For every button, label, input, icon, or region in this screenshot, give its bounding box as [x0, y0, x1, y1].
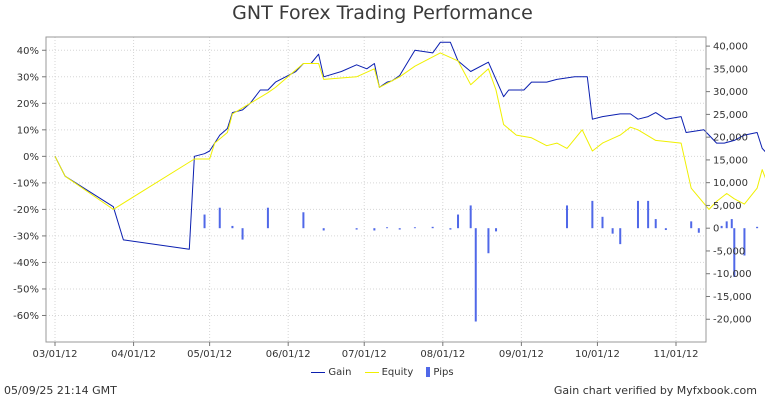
x-tick-label: 04/01/12	[111, 349, 156, 360]
pips-bar	[241, 228, 244, 240]
pips-bar	[487, 228, 490, 254]
pips-bar	[647, 200, 650, 229]
pips-bar	[725, 221, 728, 229]
y-left-tick-label: 30%	[17, 72, 39, 83]
y-left-tick-label: 20%	[17, 99, 39, 110]
y-left-tick-label: -30%	[13, 231, 39, 242]
pips-bar	[266, 207, 269, 229]
pips-bar	[469, 205, 472, 229]
y-right-tick-label: 10,000	[713, 178, 748, 189]
y-left-tick-label: -20%	[13, 205, 39, 216]
y-left-tick-label: 10%	[17, 125, 39, 136]
gain-line-icon	[311, 371, 326, 373]
pips-bar	[730, 219, 733, 229]
pips-bar	[495, 228, 498, 232]
y-left-tick-label: -50%	[13, 284, 39, 295]
y-right-tick-label: 5,000	[713, 201, 742, 212]
pips-bar	[398, 228, 401, 230]
legend-item-pips[interactable]: Pips	[426, 367, 454, 378]
pips-bar	[431, 226, 434, 229]
y-left-tick-label: -60%	[13, 311, 39, 322]
x-tick-label: 05/01/12	[187, 349, 232, 360]
grid-lines	[46, 37, 706, 342]
legend-item-equity[interactable]: Equity	[364, 367, 414, 378]
legend-equity-label: Equity	[381, 367, 414, 378]
pips-bar	[322, 228, 325, 231]
legend-pips-label: Pips	[433, 367, 454, 378]
pips-bar	[413, 227, 416, 229]
y-left-tick-label: 40%	[17, 46, 39, 57]
pips-bar	[218, 207, 221, 229]
pips-bar	[690, 221, 693, 229]
axes: 03/01/12 04/01/12 05/01/12 06/01/12 07/01/12…	[13, 36, 752, 360]
y-right-tick-label: -10,000	[713, 269, 752, 280]
pips-bar	[373, 228, 376, 231]
series-lines	[54, 41, 765, 250]
y-right-tick-label: -5,000	[713, 246, 745, 257]
x-tick-label: 09/01/12	[499, 349, 544, 360]
x-tick-label: 07/01/12	[342, 349, 387, 360]
y-right-tick-label: 0	[713, 224, 719, 235]
pips-bar	[636, 200, 639, 229]
pips-bar	[231, 225, 234, 229]
equity-series-line	[54, 52, 765, 210]
pips-bars	[203, 200, 759, 322]
y-right-tick-label: -15,000	[713, 292, 752, 303]
pips-bar	[611, 228, 614, 234]
x-tick-label: 08/01/12	[420, 349, 465, 360]
pips-bar	[386, 227, 389, 229]
pips-bar	[566, 205, 569, 229]
pips-bar	[457, 214, 460, 229]
pips-bar	[449, 228, 452, 230]
x-tick-label: 03/01/12	[33, 349, 78, 360]
y-right-tick-label: -20,000	[713, 315, 752, 326]
y-right-tick-label: 35,000	[713, 64, 748, 75]
legend-gain-label: Gain	[328, 367, 352, 378]
pips-bar	[591, 200, 594, 229]
x-tick-label: 11/01/12	[654, 349, 699, 360]
y-left-tick-label: -40%	[13, 258, 39, 269]
footer-timestamp: 05/09/25 21:14 GMT	[4, 384, 117, 397]
footer-verified[interactable]: Gain chart verified by Myfxbook.com	[553, 384, 757, 397]
y-right-tick-label: 15,000	[713, 155, 748, 166]
pips-bar-icon	[426, 367, 431, 377]
pips-bar	[203, 214, 206, 229]
pips-bar	[664, 228, 667, 231]
pips-bar	[733, 228, 736, 277]
x-tick-label: 10/01/12	[575, 349, 620, 360]
pips-bar	[601, 216, 604, 229]
y-right-tick-label: 25,000	[713, 110, 748, 121]
pips-bar	[355, 228, 358, 230]
chart-legend: Gain Equity Pips	[0, 367, 765, 379]
pips-bar	[619, 228, 622, 245]
plot-frame	[45, 36, 707, 343]
pips-bar	[654, 219, 657, 229]
y-right-tick-label: 20,000	[713, 133, 748, 144]
pips-bar	[743, 228, 746, 256]
gain-series-line	[54, 41, 765, 250]
pips-bar	[474, 228, 477, 322]
y-left-tick-label: -10%	[13, 178, 39, 189]
pips-bar	[697, 228, 700, 233]
legend-item-gain[interactable]: Gain	[311, 367, 351, 378]
equity-line-icon	[364, 371, 379, 373]
y-left-tick-label: 0%	[23, 152, 39, 163]
y-right-tick-label: 40,000	[713, 42, 748, 53]
y-right-tick-label: 30,000	[713, 87, 748, 98]
x-tick-label: 06/01/12	[266, 349, 311, 360]
pips-bar	[720, 225, 723, 229]
pips-bar	[756, 226, 759, 229]
chart-title: GNT Forex Trading Performance	[232, 2, 533, 24]
pips-bar	[302, 212, 305, 229]
